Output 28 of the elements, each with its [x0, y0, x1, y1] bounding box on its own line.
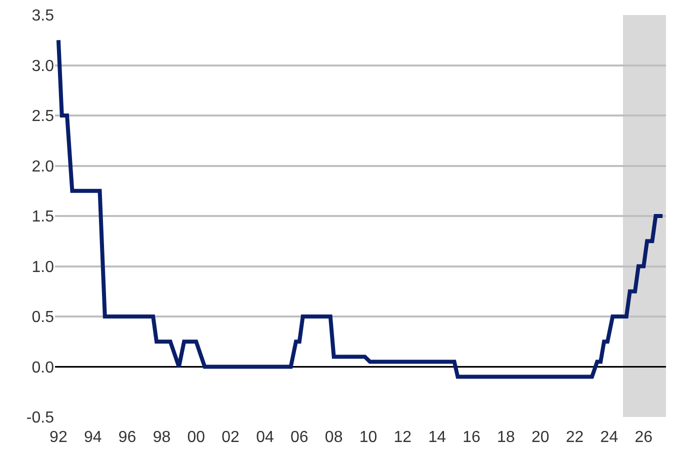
y-tick-label: 2.5: [32, 108, 54, 126]
x-tick-label: 98: [152, 429, 171, 446]
x-tick-label: 14: [428, 429, 446, 446]
x-tick-label: 08: [324, 429, 343, 446]
x-tick-label: 16: [462, 429, 481, 446]
x-tick-label: 26: [634, 429, 653, 446]
x-tick-label: 10: [359, 429, 378, 446]
y-tick-label: -0.5: [26, 410, 54, 427]
x-tick-label: 24: [600, 429, 618, 446]
x-tick-label: 00: [187, 429, 206, 446]
x-tick-label: 96: [118, 429, 136, 446]
x-tick-label: 06: [290, 429, 308, 446]
x-tick-label: 04: [256, 429, 274, 446]
y-tick-label: 3.0: [32, 58, 54, 75]
x-tick-label: 20: [531, 429, 550, 446]
x-tick-label: 94: [84, 429, 102, 446]
y-tick-label: 1.0: [32, 258, 54, 276]
y-tick-label: 0.5: [32, 309, 54, 326]
y-tick-label: 0.0: [32, 359, 54, 376]
x-tick-label: 02: [222, 429, 240, 446]
y-tick-label: 1.5: [32, 208, 54, 226]
x-tick-label: 22: [566, 429, 584, 446]
x-tick-label: 92: [50, 429, 68, 446]
x-tick-label: 18: [497, 429, 515, 446]
x-tick-label: 12: [394, 429, 412, 446]
y-tick-label: 3.5: [32, 8, 54, 25]
y-tick-label: 2.0: [32, 158, 54, 176]
line-series: [56, 38, 665, 379]
